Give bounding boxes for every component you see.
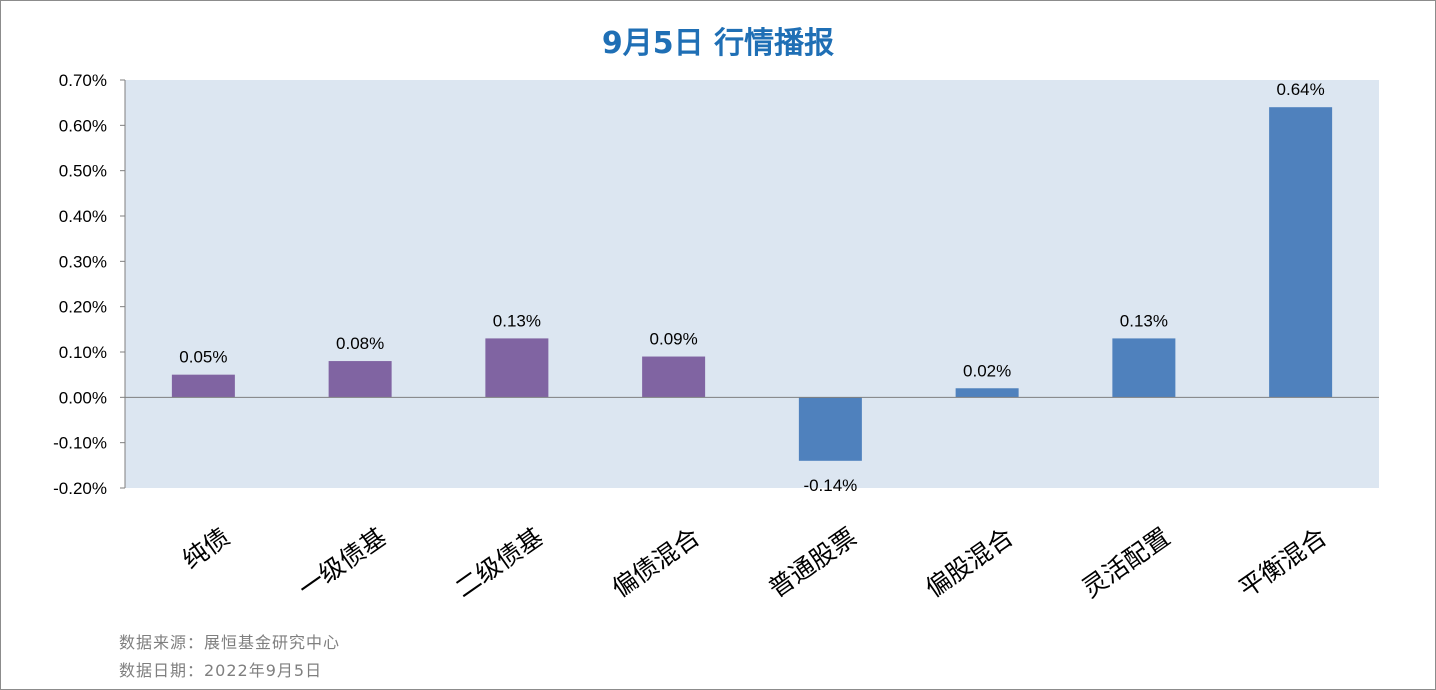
y-axis-ticks: 0.70% 0.60% 0.50% 0.40% 0.30% 0.20% 0.10% 0.00%…	[53, 71, 125, 498]
bar	[1269, 107, 1333, 398]
category-label: 纯债	[177, 522, 235, 574]
bar	[642, 356, 706, 398]
data-label: 0.08%	[336, 334, 384, 353]
category-label: 一级债基	[293, 522, 392, 603]
category-label: 偏股混合	[920, 522, 1019, 603]
data-source: 数据来源：展恒基金研究中心	[119, 633, 341, 652]
data-label: -0.14%	[803, 476, 857, 495]
y-tick-label: 0.30%	[59, 252, 107, 271]
bar	[955, 388, 1019, 398]
y-tick-label: 0.10%	[59, 343, 107, 362]
category-label: 普通股票	[763, 522, 862, 603]
data-label: 0.05%	[179, 348, 227, 367]
data-labels: 0.05% 0.08% 0.13% 0.09% -0.14% 0.02% 0.13% 0.64…	[179, 80, 1324, 495]
y-tick-label: 0.60%	[59, 116, 107, 135]
data-label: 0.64%	[1277, 80, 1325, 99]
bar	[171, 374, 235, 398]
category-label: 平衡混合	[1234, 522, 1333, 603]
data-label: 0.13%	[493, 311, 541, 330]
bar	[328, 361, 392, 398]
data-label: 0.02%	[963, 361, 1011, 380]
plot-area	[125, 80, 1379, 488]
category-label: 灵活配置	[1077, 522, 1176, 603]
y-tick-label: 0.40%	[59, 207, 107, 226]
data-label: 0.13%	[1120, 311, 1168, 330]
y-tick-label: -0.20%	[53, 479, 107, 498]
y-tick-label: -0.10%	[53, 434, 107, 453]
bars	[171, 107, 1333, 461]
y-tick-label: 0.50%	[59, 162, 107, 181]
y-tick-label: 0.20%	[59, 298, 107, 317]
y-tick-label: 0.00%	[59, 388, 107, 407]
y-tick-label: 0.70%	[59, 71, 107, 90]
category-label: 偏债混合	[607, 522, 706, 603]
category-labels: 纯债 一级债基 二级债基 偏债混合 普通股票 偏股混合 灵活配置 平衡混合	[177, 522, 1332, 603]
data-date: 数据日期：2022年9月5日	[119, 661, 323, 680]
chart-title: 9月5日 行情播报	[602, 26, 834, 61]
bar	[485, 338, 549, 398]
bar	[798, 397, 862, 461]
data-label: 0.09%	[650, 330, 698, 349]
bar	[1112, 338, 1176, 398]
category-label: 二级债基	[450, 522, 549, 603]
